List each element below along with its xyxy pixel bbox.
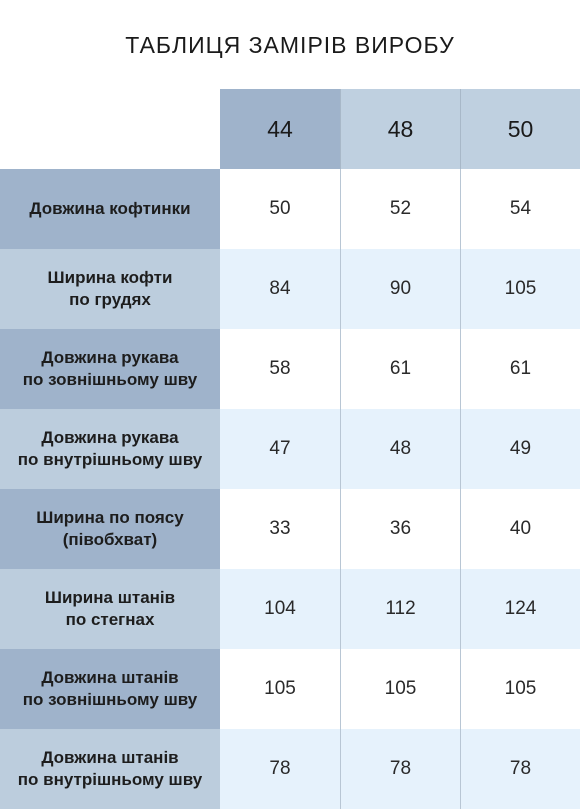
table-cell: 36: [340, 489, 460, 569]
size-header-44: 44: [220, 89, 340, 169]
table-cell: 40: [460, 489, 580, 569]
row-label: Довжина рукава по зовнішньому шву: [0, 329, 220, 409]
table-cell: 124: [460, 569, 580, 649]
table-cell: 58: [220, 329, 340, 409]
table-cell: 105: [460, 649, 580, 729]
row-label: Ширина штанів по стегнах: [0, 569, 220, 649]
table-cell: 105: [460, 249, 580, 329]
table-cell: 105: [220, 649, 340, 729]
size-table: 44 48 50 Довжина кофтинки 50 52 54 Ширин…: [0, 89, 580, 809]
table-cell: 104: [220, 569, 340, 649]
table-cell: 49: [460, 409, 580, 489]
table-cell: 78: [220, 729, 340, 809]
row-label: Ширина по поясу (півобхват): [0, 489, 220, 569]
table-cell: 90: [340, 249, 460, 329]
table-cell: 54: [460, 169, 580, 249]
table-corner: [0, 89, 220, 169]
table-cell: 78: [460, 729, 580, 809]
table-cell: 112: [340, 569, 460, 649]
size-header-48: 48: [340, 89, 460, 169]
table-cell: 84: [220, 249, 340, 329]
row-label: Довжина штанів по внутрішньому шву: [0, 729, 220, 809]
table-cell: 50: [220, 169, 340, 249]
table-cell: 78: [340, 729, 460, 809]
table-cell: 52: [340, 169, 460, 249]
table-cell: 33: [220, 489, 340, 569]
table-cell: 48: [340, 409, 460, 489]
page-title: ТАБЛИЦЯ ЗАМІРІВ ВИРОБУ: [125, 32, 455, 58]
table-cell: 61: [340, 329, 460, 409]
size-header-50: 50: [460, 89, 580, 169]
table-cell: 47: [220, 409, 340, 489]
table-cell: 105: [340, 649, 460, 729]
row-label: Довжина рукава по внутрішньому шву: [0, 409, 220, 489]
table-cell: 61: [460, 329, 580, 409]
row-label: Довжина штанів по зовнішньому шву: [0, 649, 220, 729]
row-label: Довжина кофтинки: [0, 169, 220, 249]
row-label: Ширина кофти по грудях: [0, 249, 220, 329]
